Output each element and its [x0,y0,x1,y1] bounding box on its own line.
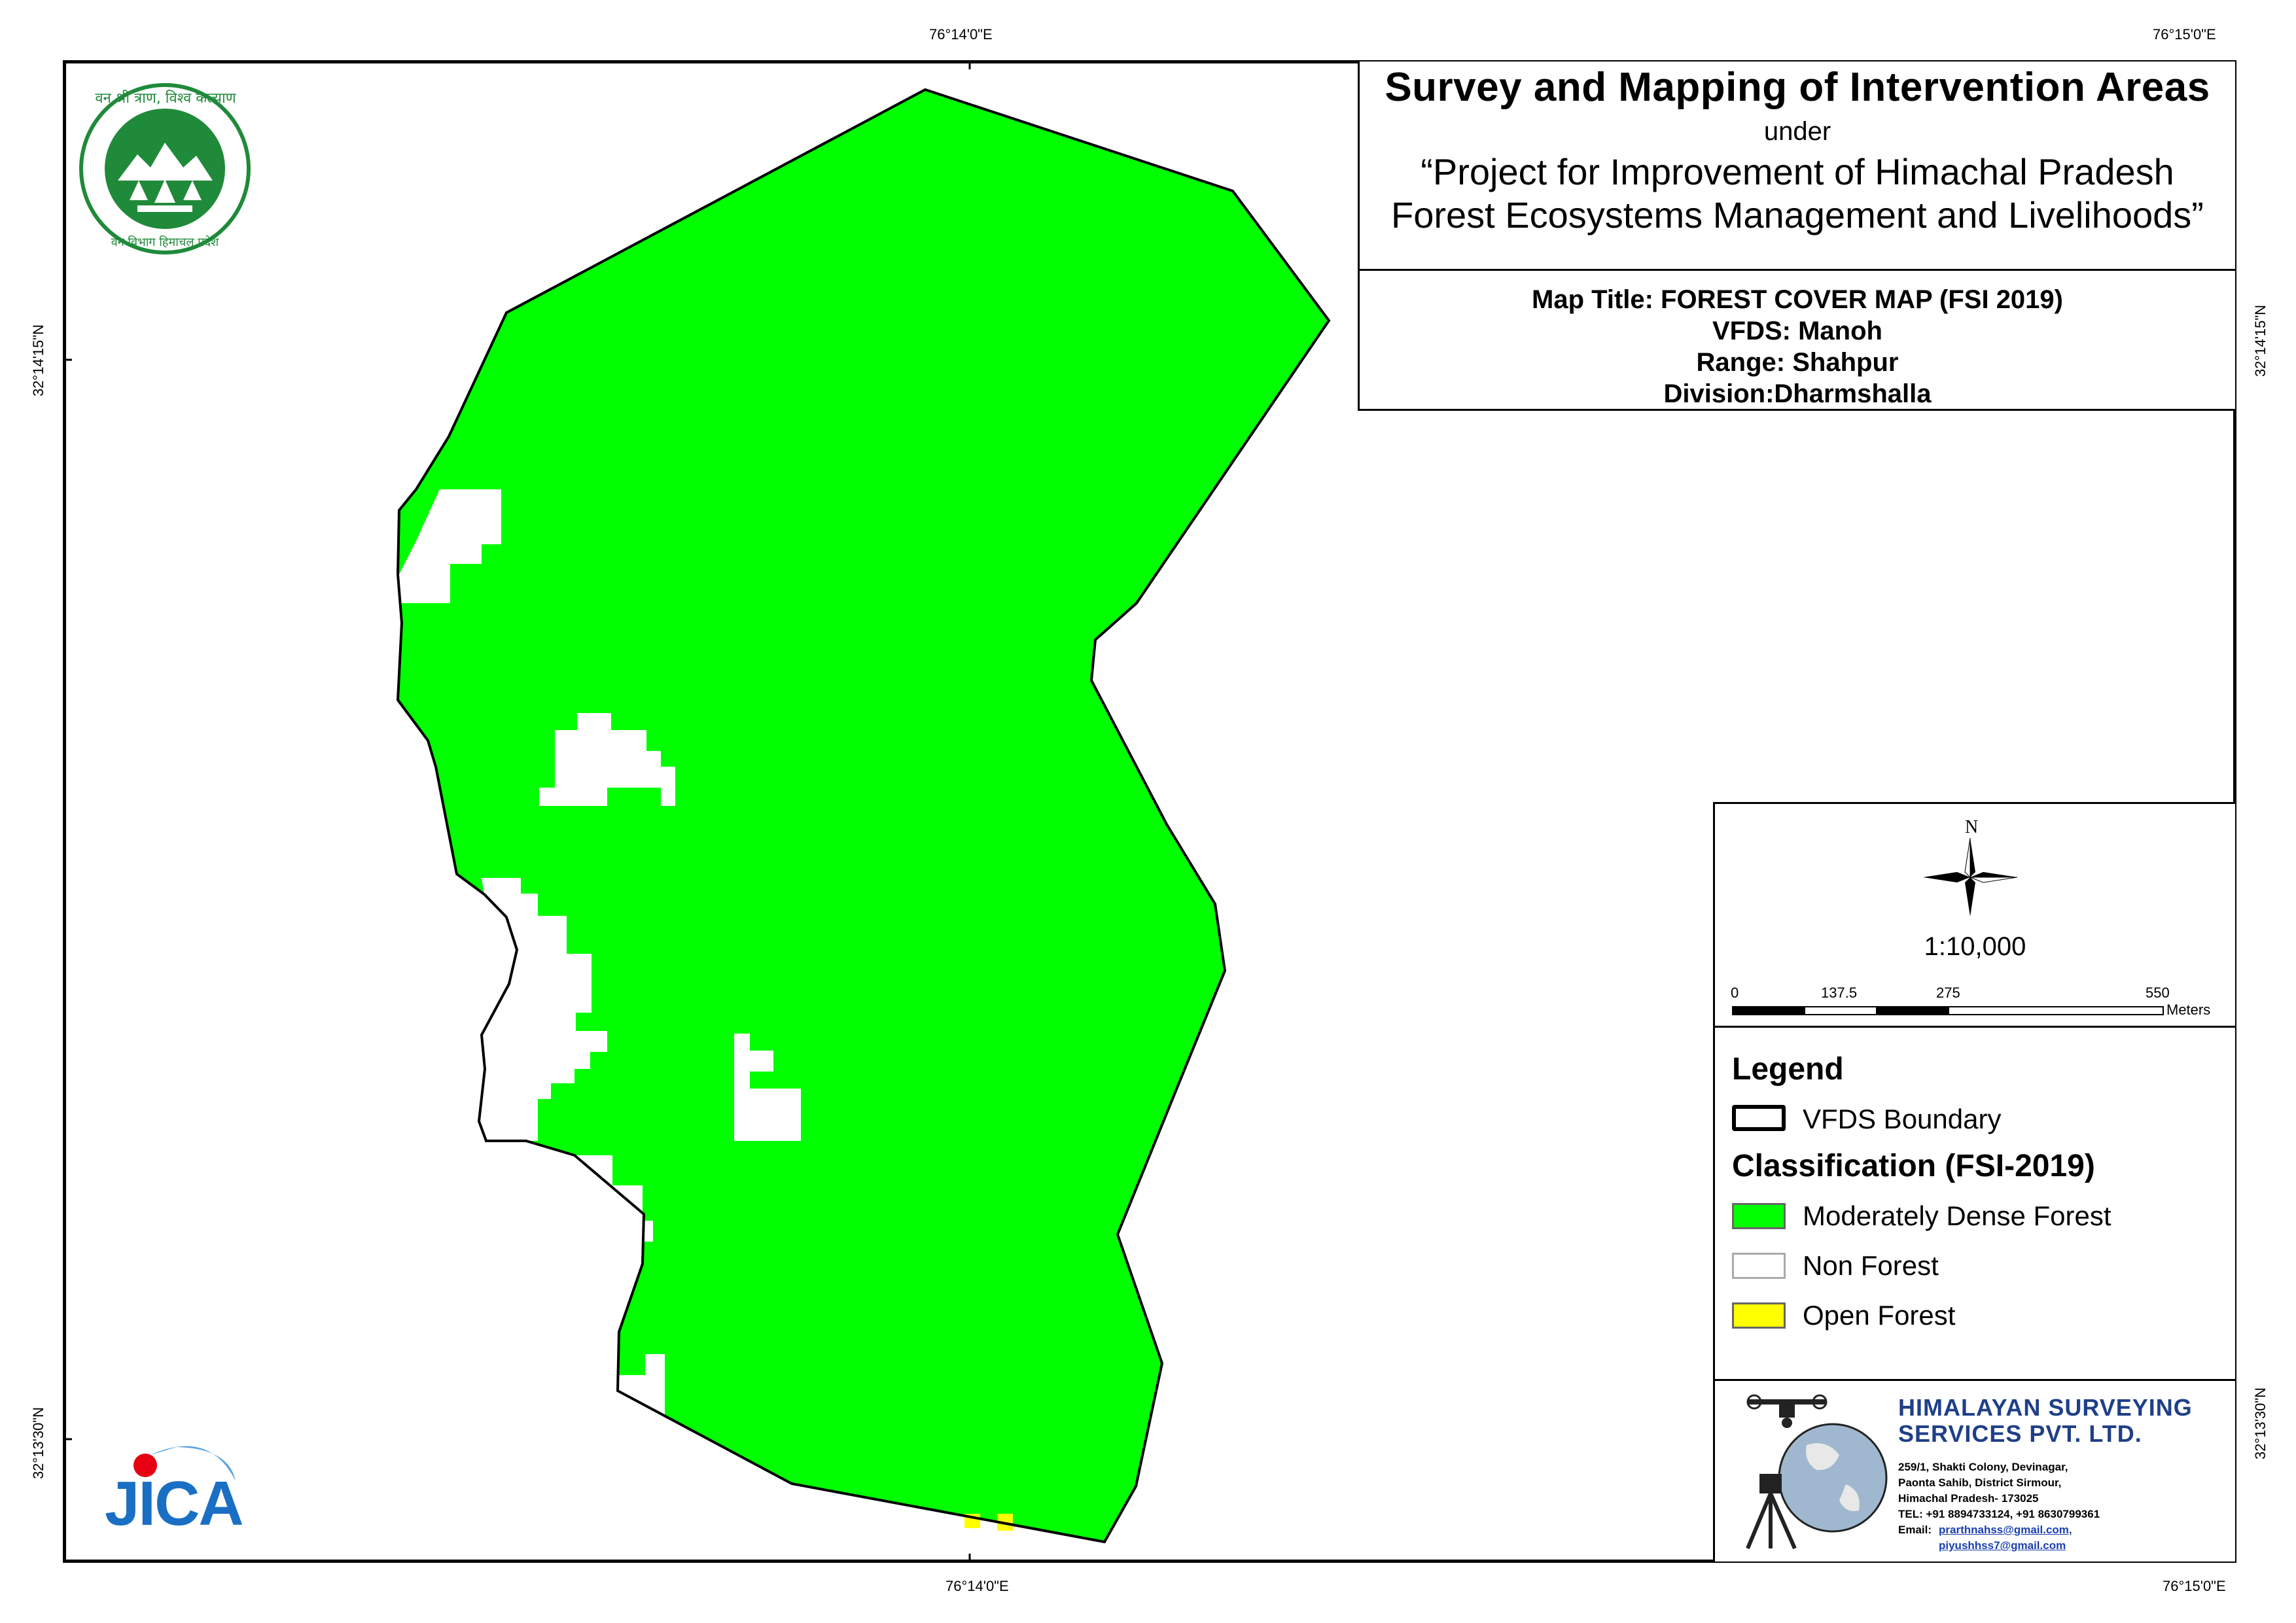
legend-label-moderately-dense-forest: Moderately Dense Forest [1803,1200,2111,1231]
non-forest-patch-south-west [574,1155,653,1242]
title-under: under [1763,117,1831,146]
forest-department-logo: वन श्री त्राण, विश्व कल्याण वन विभाग हिम… [79,82,252,256]
non-forest-patch-north-centre [539,713,675,806]
title-panel: Survey and Mapping of Intervention Areas… [1358,61,2235,271]
moderately-dense-forest-area [398,90,1329,1542]
coord-top-right: 76°15'0"E [2153,26,2216,43]
legend-label-boundary: VFDS Boundary [1803,1104,2002,1134]
range-name: Range: Shahpur [1696,348,1899,377]
company-panel: HIMALAYAN SURVEYING SERVICES PVT. LTD. 2… [1713,1381,2235,1562]
company-address-line1: 259/1, Shakti Colony, Devinagar, [1898,1461,2068,1473]
legend-swatch-moderately-dense-forest [1732,1203,1786,1229]
jica-logo: JICA [105,1435,249,1546]
company-phone: TEL: +91 8894733124, +91 8630799361 [1898,1508,2100,1520]
coord-left-top: 32°14'15"N [30,324,47,397]
jica-wordmark: JICA [105,1469,244,1539]
scale-bar [1732,1006,2164,1015]
project-name-line1: “Project for Improvement of Himachal Pra… [1421,151,2174,192]
coord-top-left: 76°14'0"E [929,26,993,43]
vfds-boundary [396,88,1331,1544]
company-name-line1: HIMALAYAN SURVEYING [1898,1394,2193,1421]
company-email-2[interactable]: piyushhss7@gmail.com [1939,1539,2066,1552]
map-title: Map Title: FOREST COVER MAP (FSI 2019) [1532,285,2063,314]
jica-swoosh-icon [133,1446,236,1481]
legend-swatch-non-forest [1732,1253,1786,1279]
legend-panel: Legend VFDS Boundary Classification (FSI… [1713,1028,2235,1381]
legend-swatch-boundary [1732,1105,1786,1131]
division-name: Division:Dharmshalla [1663,379,1932,408]
map-info-panel: Map Title: FOREST COVER MAP (FSI 2019) V… [1358,271,2235,411]
non-forest-patch-centre [734,1034,801,1141]
project-name-line2: Forest Ecosystems Management and Livelih… [1391,194,2204,236]
coord-right-bottom: 32°13'30"N [2252,1387,2269,1460]
coord-left-bottom: 32°13'30"N [30,1406,47,1480]
north-label: N [1965,817,1979,837]
legend-label-open-forest: Open Forest [1803,1300,1956,1331]
company-email-1[interactable]: prarthnahss@gmail.com, [1939,1524,2072,1536]
surveying-equipment-icon [1746,1394,1888,1550]
map-canvas [63,60,2236,1563]
scale-unit: Meters [2166,1002,2211,1018]
forest-department-emblem-icon [79,83,251,254]
non-forest-patch-south [618,1354,665,1418]
main-title: Survey and Mapping of Intervention Areas [1385,65,2210,110]
company-name-line2: SERVICES PVT. LTD. [1898,1420,2142,1447]
scale-tick-137-5: 137.5 [1821,985,1858,1001]
scale-tick-550: 550 [2146,985,2170,1001]
vfds-name: VFDS: Manoh [1712,317,1882,345]
scale-ratio: 1:10,000 [1924,932,2026,961]
coord-bottom-right: 76°15'0"E [2163,1578,2226,1594]
company-address-line3: Himachal Pradesh- 173025 [1898,1492,2039,1505]
legend-label-non-forest: Non Forest [1803,1250,1939,1281]
coord-bottom-left: 76°14'0"E [945,1578,1009,1594]
scale-tick-0: 0 [1731,985,1739,1001]
scale-tick-275: 275 [1936,985,1960,1001]
legend-swatch-open-forest [1732,1302,1786,1329]
non-forest-patch-north-west [399,489,501,603]
non-forest-patch-west [479,878,607,1141]
legend-title: Legend [1732,1052,1844,1087]
classification-title: Classification (FSI-2019) [1732,1149,2095,1183]
company-address-line2: Paonta Sahib, District Sirmour, [1898,1476,2062,1489]
north-arrow-icon [1923,838,2017,916]
company-email-label: Email: [1898,1524,1932,1536]
logo-motto-top: वन श्री त्राण, विश्व कल्याण [95,90,236,107]
coord-right-top: 32°14'15"N [2252,304,2269,377]
scale-panel: N 1:10,000 0 137.5 275 550 Meters [1713,802,2235,1028]
logo-motto-bottom: वन विभाग हिमाचल प्रदेश [111,236,219,249]
non-forest-patches [399,489,801,1418]
